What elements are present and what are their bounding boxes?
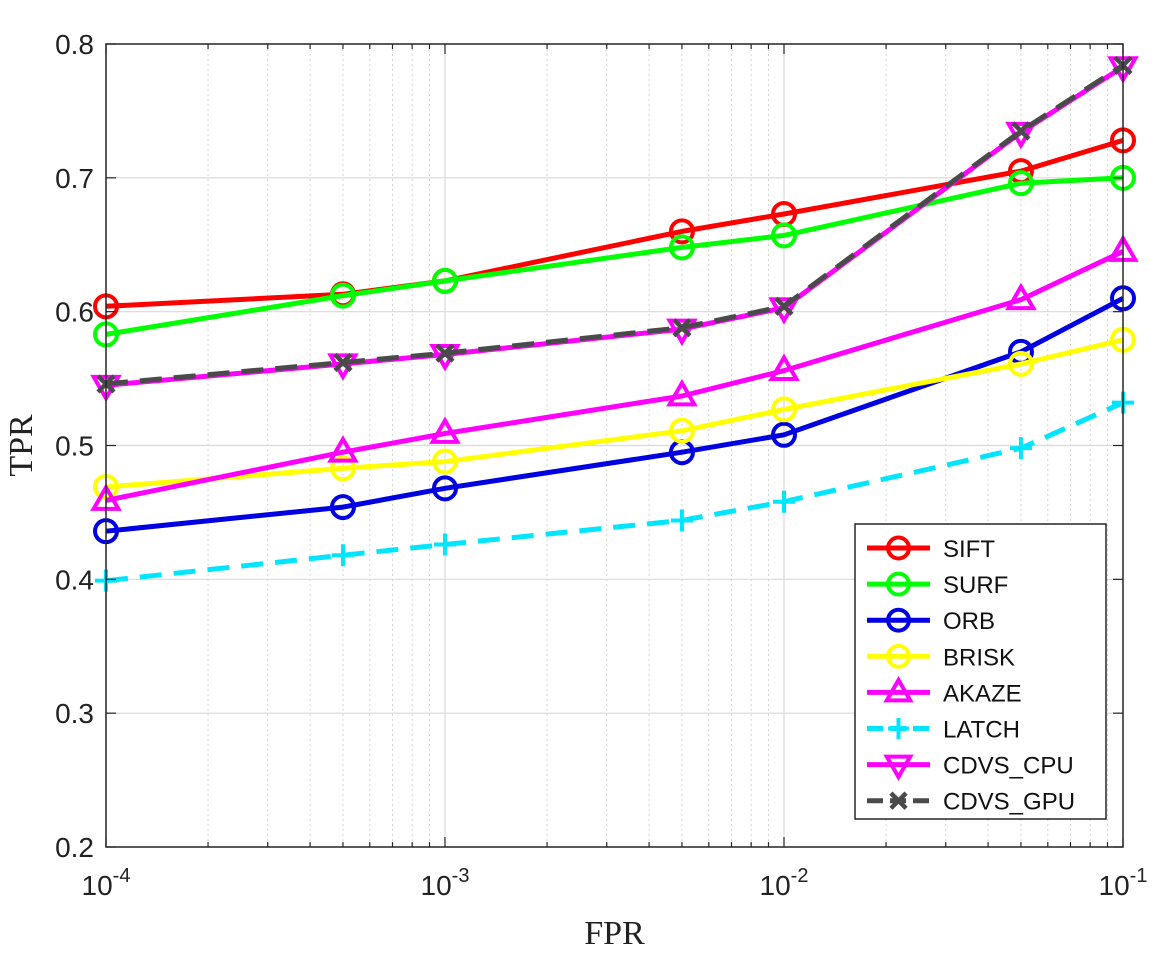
series-orb	[93, 285, 1136, 545]
y-tick-label: 0.7	[55, 163, 94, 194]
legend-marker-brisk	[886, 643, 911, 669]
series-brisk	[93, 326, 1136, 500]
legend-label-sift: SIFT	[943, 536, 995, 563]
data-point-latch	[1009, 437, 1032, 460]
x-tick-label: 10-4	[82, 865, 131, 901]
legend-marker-sift	[886, 535, 911, 561]
series-line-akaze	[105, 249, 1125, 503]
data-point-orb	[432, 475, 458, 502]
data-point-brisk	[329, 455, 356, 482]
legend-label-surf: SURF	[943, 572, 1008, 599]
data-point-brisk	[668, 417, 695, 444]
series-line-brisk	[105, 337, 1124, 490]
series-cdvs-cpu	[90, 56, 1139, 403]
y-tick-label: 0.4	[55, 564, 94, 595]
data-point-latch	[434, 533, 456, 556]
data-point-surf	[432, 267, 458, 294]
legend-label-cdvs-cpu: CDVS_CPU	[943, 753, 1074, 780]
y-tick-label: 0.8	[55, 29, 94, 60]
series-surf	[93, 164, 1136, 348]
tick-labels: 0.2 0.3 0.4 0.5 0.6 0.7 0.8 10-4 10-3 10-2 10-1	[55, 29, 1147, 901]
data-point-akaze	[429, 416, 461, 444]
series-line-surf	[105, 175, 1124, 337]
data-point-sift	[668, 218, 695, 245]
legend-label-cdvs-gpu: CDVS_GPU	[943, 789, 1075, 816]
y-axis-title: TPR	[3, 414, 40, 477]
data-point-akaze	[768, 353, 800, 382]
data-point-brisk	[432, 448, 458, 475]
legend: SIFT SURF ORB BRISK AKAZE LATCH CDVS_CPU CDVS_G…	[854, 523, 1107, 820]
data-point-orb	[329, 494, 356, 521]
data-point-cdvs-gpu	[1011, 121, 1031, 141]
axis-ticks	[105, 43, 1124, 848]
data-point-brisk	[1007, 350, 1034, 377]
legend-marker-latch	[888, 718, 909, 739]
series-line-cdvs-gpu	[105, 63, 1125, 387]
series-sift	[93, 127, 1136, 320]
y-tick-label: 0.3	[55, 698, 94, 729]
y-tick-label: 0.6	[55, 297, 94, 328]
x-tick-label: 10-2	[760, 865, 809, 901]
data-point-surf	[329, 282, 356, 309]
data-point-akaze	[666, 378, 698, 407]
data-point-cdvs-gpu	[774, 296, 794, 316]
data-point-surf	[771, 222, 797, 249]
legend-marker-surf	[886, 571, 911, 597]
legend-marker-akaze	[883, 676, 914, 703]
data-point-latch	[670, 509, 693, 532]
legend-marker-orb	[886, 607, 911, 633]
data-point-surf	[668, 234, 695, 261]
data-point-cdvs-gpu	[333, 352, 353, 373]
legend-label-orb: ORB	[943, 608, 995, 635]
x-tick-label: 10-1	[1099, 865, 1148, 901]
series-line-cdvs-cpu	[105, 64, 1125, 388]
legend-label-brisk: BRISK	[943, 644, 1015, 671]
legend-marker-cdvs-cpu	[883, 754, 914, 781]
data-point-akaze	[327, 435, 359, 463]
x-tick-label: 10-3	[421, 865, 470, 901]
data-point-brisk	[771, 396, 797, 423]
data-point-cdvs-gpu	[672, 318, 692, 338]
legend-marker-cdvs-gpu	[889, 791, 908, 810]
legend-label-latch: LATCH	[943, 717, 1020, 744]
data-point-akaze	[1005, 282, 1037, 311]
data-point-cdvs-gpu	[435, 343, 455, 363]
series-line-sift	[105, 138, 1124, 309]
data-point-orb	[771, 421, 797, 448]
x-axis-title: FPR	[584, 915, 645, 952]
data-point-surf	[1007, 170, 1034, 197]
y-tick-label: 0.5	[55, 431, 94, 462]
y-tick-label: 0.2	[55, 832, 94, 863]
legend-label-akaze: AKAZE	[943, 680, 1022, 707]
series-cdvs-gpu	[96, 55, 1133, 394]
data-point-latch	[331, 544, 354, 567]
data-point-latch	[773, 490, 795, 513]
series-layer	[90, 55, 1139, 592]
